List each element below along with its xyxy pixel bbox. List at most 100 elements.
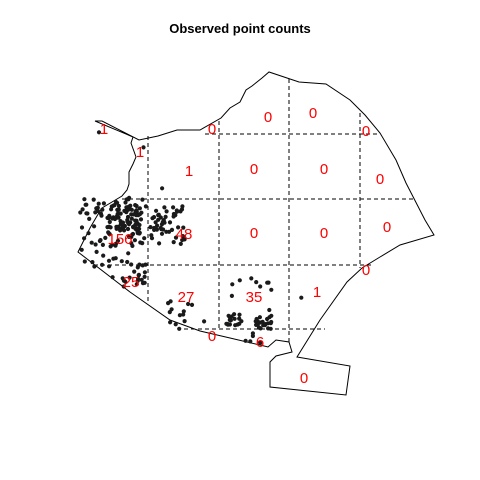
data-point <box>121 284 126 289</box>
data-point <box>267 315 272 320</box>
data-point <box>237 312 242 317</box>
data-point <box>178 209 183 214</box>
data-point <box>82 236 87 241</box>
data-point <box>116 203 121 209</box>
data-point <box>130 232 135 237</box>
data-point <box>164 209 169 214</box>
data-point <box>155 223 160 228</box>
data-point <box>181 225 186 230</box>
data-point <box>186 301 191 307</box>
data-point <box>78 210 83 215</box>
data-point <box>118 211 123 216</box>
data-point <box>248 339 253 344</box>
data-point <box>95 208 100 214</box>
data-point <box>120 220 126 225</box>
study-region-boundary <box>77 71 435 396</box>
data-point <box>154 227 159 232</box>
quadrat-count-label: 0 <box>264 109 272 126</box>
data-point <box>177 326 182 331</box>
data-point <box>177 313 182 318</box>
quadrat-count-label: 0 <box>362 262 370 279</box>
data-point <box>100 207 105 212</box>
quadrat-count-label: 0 <box>300 370 308 387</box>
data-point <box>250 333 255 339</box>
data-point <box>171 205 176 210</box>
data-point <box>91 197 96 202</box>
quadrat-count-label: 0 <box>250 161 258 178</box>
data-point <box>109 204 114 209</box>
data-point <box>129 216 134 221</box>
data-point <box>151 215 157 220</box>
data-point <box>101 253 106 258</box>
data-point <box>140 197 145 202</box>
data-point <box>114 241 119 246</box>
data-point <box>133 218 138 223</box>
data-point <box>96 130 102 135</box>
data-point <box>160 186 165 191</box>
data-point <box>86 231 91 236</box>
data-point <box>128 203 133 208</box>
data-point <box>181 312 186 317</box>
data-point <box>173 235 179 240</box>
data-point <box>92 264 97 269</box>
data-point <box>180 234 185 239</box>
data-point <box>136 276 141 281</box>
data-point <box>269 319 274 325</box>
data-point <box>84 211 89 216</box>
quadrat-count-label: 0 <box>320 225 328 242</box>
data-point <box>115 208 121 213</box>
data-point <box>94 249 99 254</box>
quadrat-count-label: 1 <box>185 163 193 180</box>
data-point <box>153 220 158 225</box>
data-point <box>169 307 174 312</box>
data-point <box>80 207 85 212</box>
data-point <box>149 233 154 238</box>
data-point <box>178 241 183 246</box>
data-point <box>157 241 162 246</box>
data-point <box>225 321 230 327</box>
data-point <box>141 145 146 150</box>
data-point <box>138 217 144 222</box>
data-point <box>115 211 120 216</box>
data-point <box>266 280 271 285</box>
data-point <box>137 226 142 231</box>
data-point <box>119 259 124 264</box>
data-point <box>161 218 166 223</box>
data-point <box>142 270 147 275</box>
data-point <box>83 202 88 207</box>
data-point <box>299 295 304 300</box>
data-point <box>148 225 153 230</box>
data-point <box>133 222 138 227</box>
data-point <box>133 208 139 214</box>
data-point <box>90 260 95 265</box>
data-point <box>167 220 173 225</box>
data-point <box>233 323 238 328</box>
data-point <box>101 201 106 206</box>
data-point <box>82 197 87 202</box>
data-point <box>126 222 132 227</box>
data-point <box>243 338 248 343</box>
data-point <box>97 238 102 244</box>
quadrat-count-label: 0 <box>383 219 391 236</box>
data-point <box>163 214 168 219</box>
data-point <box>237 321 242 326</box>
data-point <box>142 274 147 279</box>
data-point <box>129 207 134 212</box>
quadrat-count-label: 6 <box>256 334 264 351</box>
data-point <box>169 227 175 232</box>
quadrat-count-label: 27 <box>178 289 195 306</box>
quadrat-count-label: 0 <box>208 328 216 345</box>
data-point <box>96 201 101 206</box>
data-point <box>107 219 112 225</box>
data-point <box>110 242 115 247</box>
data-point <box>181 309 186 314</box>
data-point <box>249 276 254 281</box>
data-point <box>130 243 135 248</box>
data-point <box>125 259 130 265</box>
data-point <box>253 319 258 324</box>
data-point <box>140 281 146 286</box>
data-point <box>255 322 260 327</box>
data-point <box>125 214 131 220</box>
data-point <box>229 293 234 298</box>
